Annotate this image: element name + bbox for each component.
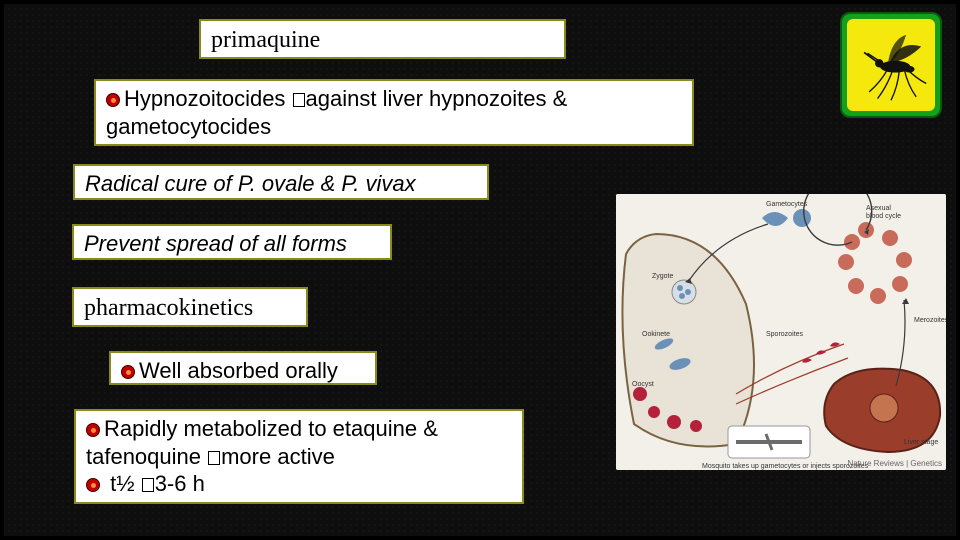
title-card: primaquine <box>199 19 566 59</box>
mosquito-icon <box>849 21 933 109</box>
box-well-absorbed: Well absorbed orally <box>109 351 377 385</box>
lbl-gametocytes: Gametocytes <box>766 201 808 208</box>
b6-l2b: 3-6 h <box>155 471 205 496</box>
lbl-liver: Liver stage <box>904 439 938 446</box>
bullet-icon <box>106 93 120 107</box>
b1-l1: Hypnozoitocides <box>124 86 292 111</box>
diagram-credit: Nature Reviews | Genetics <box>847 459 942 468</box>
b2-text: Radical cure of P. ovale & P. vivax <box>85 171 416 196</box>
box-metabolism: Rapidly metabolized to etaquine & tafeno… <box>74 409 524 504</box>
lbl-asexual: Asexual <box>866 205 891 212</box>
subtitle-pharmacokinetics: pharmacokinetics <box>72 287 308 327</box>
b6-l2a: t½ <box>104 471 141 496</box>
glyph-icon <box>142 478 154 492</box>
lifecycle-diagram: Gametocytes Asexual blood cycle Zygote O… <box>616 194 946 470</box>
bullet-icon <box>86 423 100 437</box>
lbl-ook: Ookinete <box>642 331 670 338</box>
box-radical-cure: Radical cure of P. ovale & P. vivax <box>73 164 489 200</box>
b6-l1b: more active <box>221 444 335 469</box>
b4-text: pharmacokinetics <box>84 295 253 321</box>
lbl-spz: Sporozoites <box>766 331 803 338</box>
glyph-icon <box>293 93 305 107</box>
b6-line1: Rapidly metabolized to etaquine & tafeno… <box>86 415 512 470</box>
b3-text: Prevent spread of all forms <box>84 231 347 256</box>
bullet-icon <box>86 478 100 492</box>
mosquito-badge <box>840 12 942 118</box>
b5-text: Well absorbed orally <box>139 358 338 383</box>
mosquito-badge-inner <box>847 19 935 111</box>
box-hypnozoitocides: Hypnozoitocides against liver hypnozoite… <box>94 79 694 146</box>
lbl-blood: blood cycle <box>866 213 901 220</box>
lbl-oocyst: Oocyst <box>632 381 654 388</box>
lbl-zygote: Zygote <box>652 273 674 280</box>
lbl-mero: Merozoites <box>914 317 946 324</box>
box-prevent-spread: Prevent spread of all forms <box>72 224 392 260</box>
lbl-caption: Mosquito takes up gametocytes or injects… <box>702 463 869 470</box>
b6-line2: t½ 3-6 h <box>86 470 512 498</box>
title-text: primaquine <box>211 27 320 53</box>
bullet-icon <box>121 365 135 379</box>
glyph-icon <box>208 451 220 465</box>
